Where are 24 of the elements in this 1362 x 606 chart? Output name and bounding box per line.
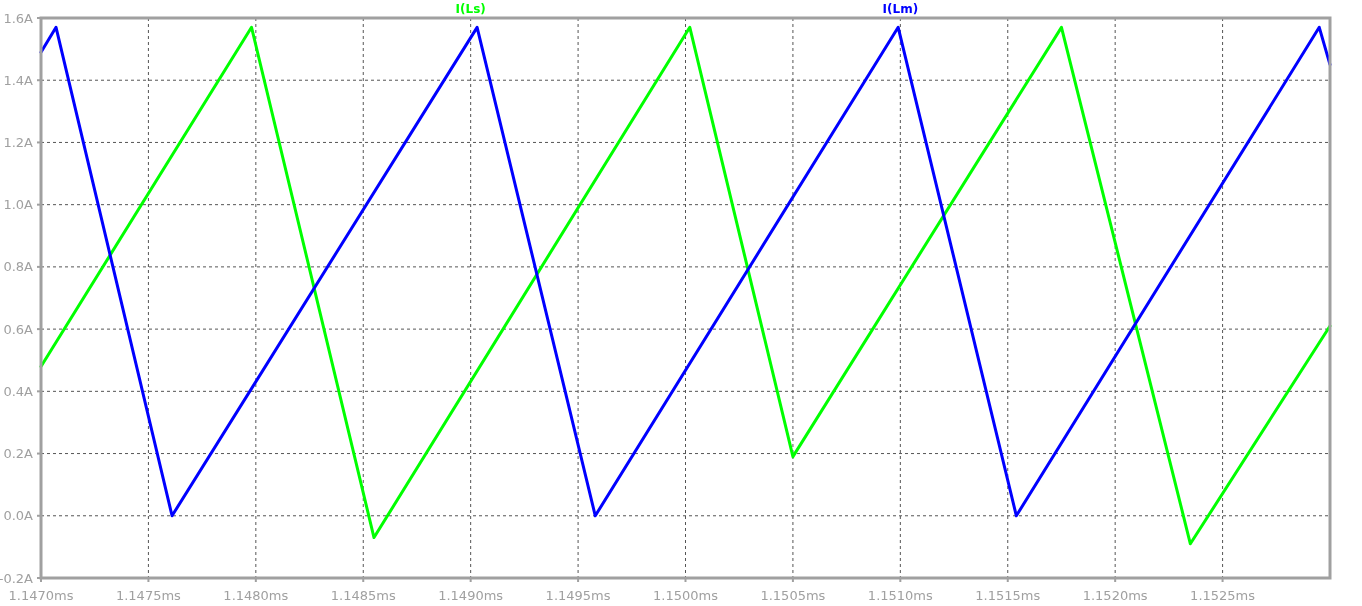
y-tick-label: 0.0A <box>3 508 34 524</box>
y-tick-label: 0.2A <box>3 446 34 462</box>
x-tick-label: 1.1510ms <box>867 588 934 603</box>
y-tick-label: 1.2A <box>3 134 34 150</box>
x-tick-label: 1.1475ms <box>115 588 182 603</box>
x-tick-label: 1.1525ms <box>1190 588 1256 603</box>
text: I(Ls) <box>455 2 486 16</box>
x-tick-label: 1.1500ms <box>653 588 719 603</box>
y-tick-label: 1.6A <box>3 10 34 26</box>
x-tick-label: 1.1480ms <box>223 588 289 603</box>
y-tick-label: 1.4A <box>3 72 34 88</box>
x-tick-label: 1.1520ms <box>1082 588 1148 603</box>
x-tick-label: 1.1470ms <box>8 588 74 603</box>
x-tick-label: 1.1490ms <box>438 588 504 603</box>
x-tick-label: 1.1505ms <box>760 588 826 603</box>
series-label: I(Lm) <box>882 2 919 16</box>
y-tick-label: -0.2A <box>0 570 34 586</box>
x-tick-label: 1.1515ms <box>975 588 1041 603</box>
y-tick-label: 0.8A <box>3 259 34 275</box>
y-tick-label: 1.0A <box>3 197 34 213</box>
x-tick-label: 1.1495ms <box>545 588 611 603</box>
y-tick-label: 0.6A <box>3 321 34 337</box>
y-tick-label: 0.4A <box>3 383 34 399</box>
x-tick-label: 1.1485ms <box>330 588 396 603</box>
